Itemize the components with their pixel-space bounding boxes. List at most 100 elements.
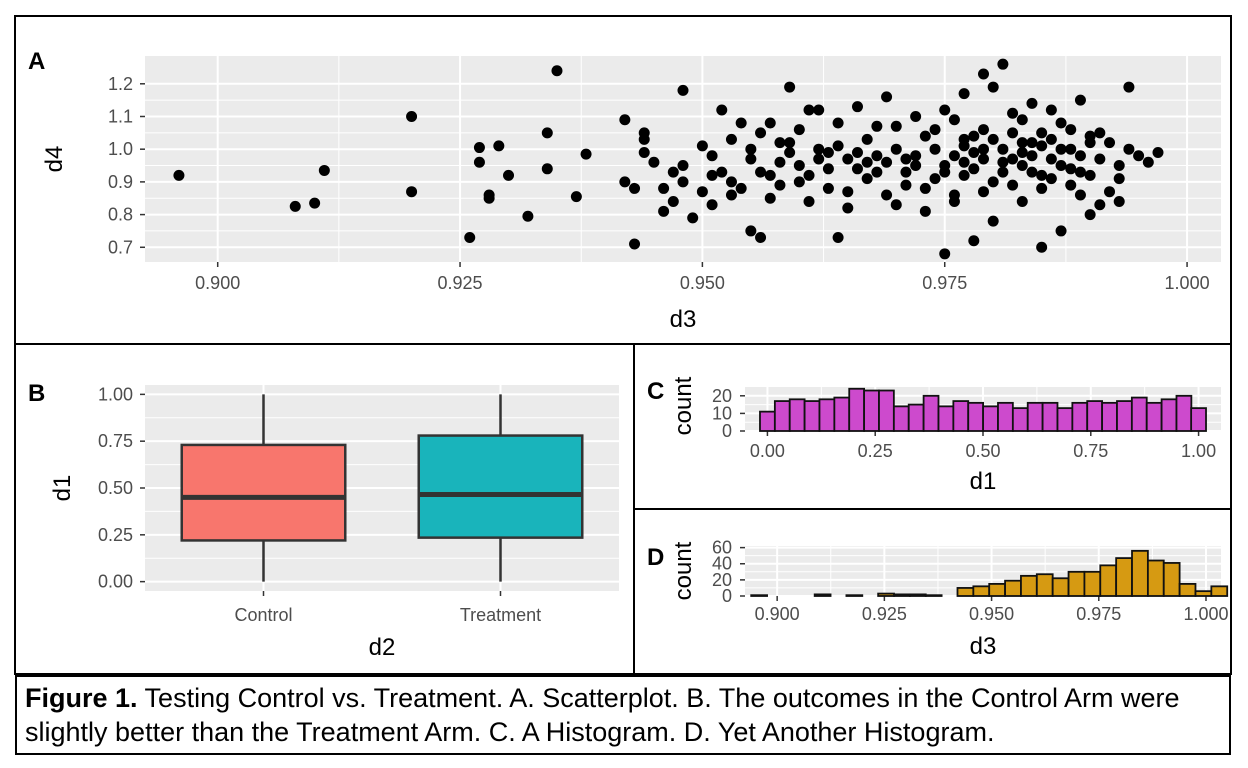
scatter-point [900,179,912,191]
histogram-bar [1067,570,1086,597]
scatter-point [570,191,582,203]
panel-b-category-label: Control [234,605,292,625]
scatter-point [1045,133,1057,145]
scatter-point [735,182,747,194]
histogram-bar [863,389,880,432]
panel-c-ytick-label: 20 [712,386,732,406]
histogram-bar [924,594,943,597]
panel-c-y-axis-title: count [670,376,697,435]
scatter-point [890,120,902,132]
box-body [180,443,347,542]
panel-c-ytick-label: 0 [722,421,732,441]
scatter-point [1026,166,1038,178]
panel-b-ytick-label: 0.75 [98,431,133,451]
scatter-point [1104,186,1116,198]
scatter-point [725,176,737,188]
panel-a-ytick-label: 0.7 [108,237,133,257]
scatter-point [483,189,495,201]
histogram-bar [877,592,895,597]
scatter-point [832,231,844,243]
scatter-point [1065,163,1077,175]
panel-c-x-axis-title: d1 [970,468,997,495]
scatter-point [842,153,854,165]
scatter-point [987,81,999,93]
scatter-point [1036,140,1048,152]
scatter-point [997,58,1009,70]
scatter-point [289,200,301,212]
scatter-point [658,205,670,217]
panel-b-x-axis-title: d2 [369,634,396,661]
histogram-bar [1178,583,1197,597]
scatter-point [871,150,883,162]
scatter-point [871,120,883,132]
scatter-point [784,81,796,93]
scatter-point [919,130,931,142]
scatter-point [948,114,960,126]
scatter-point [881,189,893,201]
scatter-point [939,166,951,178]
scatter-point [958,140,970,152]
scatter-point [725,133,737,145]
histogram-bar [972,585,991,597]
scatter-point [629,182,641,194]
scatter-point [658,182,670,194]
scatter-point [890,199,902,211]
scatter-point [832,117,844,129]
scatter-point [1016,196,1028,208]
scatter-point [1036,241,1048,253]
scatter-point [861,133,873,145]
scatter-point [551,65,563,77]
scatter-point [793,160,805,172]
histogram-bar [788,398,806,432]
histogram-bar [1083,570,1102,597]
scatter-point [958,88,970,100]
scatter-point [745,153,757,165]
figure-caption: Figure 1. Testing Control vs. Treatment.… [15,675,1231,755]
panel-c-xtick-label: 0.50 [965,441,1000,461]
scatter-point [929,124,941,136]
scatter-point [851,146,863,158]
histogram-bar [1131,549,1149,597]
histogram-bar [952,400,970,432]
scatter-point [1007,107,1019,119]
scatter-point [1142,156,1154,168]
histogram-bar [750,594,768,597]
panel-a-ytick-label: 1.0 [108,139,133,159]
scatter-point [1074,94,1086,106]
scatter-point [677,160,689,172]
histogram-bar [833,396,851,432]
scatter-point [910,150,922,162]
panel-c-xtick-label: 0.00 [750,441,785,461]
scatter-point [1007,127,1019,139]
scatter-point [1113,173,1125,185]
scatter-point [735,117,747,129]
scatter-point [706,150,718,162]
histogram-bar [956,587,975,597]
scatter-point [832,140,844,152]
panel-b-ytick-label: 0.50 [98,478,133,498]
scatter-point [900,166,912,178]
scatter-point [978,124,990,136]
scatter-point [493,140,505,152]
scatter-point [696,140,708,152]
histogram-bar [1099,564,1118,597]
histogram-bar [1130,396,1148,432]
panel-d-xtick-label: 0.900 [755,604,800,624]
scatter-point [948,150,960,162]
scatter-point [978,186,990,198]
panel-c-ytick-label: 10 [712,403,732,423]
scatter-point [1026,97,1038,109]
scatter-point [1036,127,1048,139]
scatter-point [774,137,786,149]
scatter-point [696,186,708,198]
scatter-point [716,104,728,116]
scatter-point [851,163,863,175]
panel-c-xtick-label: 0.75 [1073,441,1108,461]
scatter-point [706,199,718,211]
panel-d-xtick-label: 0.950 [969,604,1014,624]
scatter-point [1016,146,1028,158]
scatter-point [677,84,689,96]
histogram-bar [907,403,925,432]
scatter-point [774,179,786,191]
scatter-point [648,156,660,168]
